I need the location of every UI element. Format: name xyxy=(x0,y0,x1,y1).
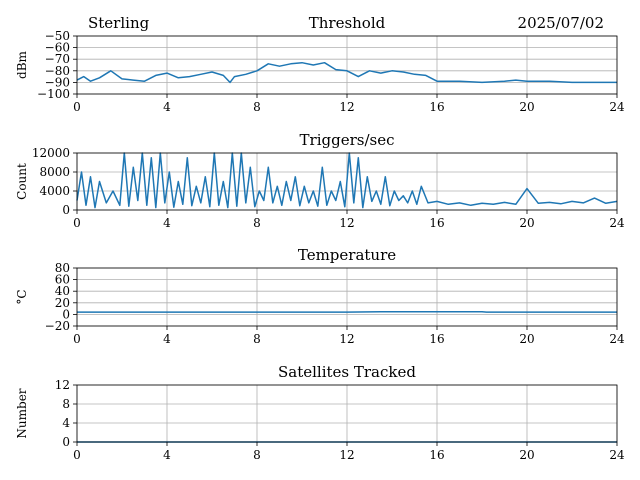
threshold-ylabel: dBm xyxy=(15,50,29,79)
triggers-xtick-label: 12 xyxy=(339,216,354,230)
triggers-ytick-label: 4000 xyxy=(39,184,70,198)
satellites-ytick-label: 0 xyxy=(62,435,70,449)
triggers-xtick-label: 16 xyxy=(429,216,444,230)
triggers-xtick-label: 0 xyxy=(73,216,81,230)
temperature-ytick-label: 40 xyxy=(55,284,70,298)
satellites-xtick-label: 4 xyxy=(163,448,171,462)
chart-panels: 0 4 8 12 16 20 24 −100−90−80−70−60−50 Threshold d… xyxy=(15,14,625,462)
triggers-xtick-label: 20 xyxy=(519,216,534,230)
temperature-xtick-label: 24 xyxy=(609,332,625,346)
temperature-xtick-label: 20 xyxy=(519,332,534,346)
threshold-series-line xyxy=(76,61,617,84)
threshold-panel: 0 4 8 12 16 20 24 −100−90−80−70−60−50 Threshold d… xyxy=(15,14,625,114)
triggers-xtick-label: 8 xyxy=(253,216,261,230)
triggers-ytick-label: 12000 xyxy=(32,146,70,160)
threshold-xtick-label: 0 xyxy=(73,100,81,114)
temperature-xtick-label: 8 xyxy=(253,332,261,346)
triggers-xtick-label: 4 xyxy=(163,216,171,230)
temperature-title: Temperature xyxy=(298,246,396,264)
satellites-xtick-label: 16 xyxy=(429,448,444,462)
temperature-ylabel: °C xyxy=(15,289,29,304)
threshold-xtick-label: 16 xyxy=(429,100,444,114)
satellites-xtick-label: 24 xyxy=(609,448,625,462)
satellites-xtick-label: 8 xyxy=(253,448,261,462)
satellites-title: Satellites Tracked xyxy=(278,363,416,381)
temperature-ytick-label: 20 xyxy=(55,296,70,310)
temperature-ytick-label: −20 xyxy=(45,319,70,333)
threshold-ytick-label: −90 xyxy=(45,75,70,89)
triggers-ylabel: Count xyxy=(15,163,29,200)
satellites-xtick-label: 20 xyxy=(519,448,534,462)
threshold-title: Threshold xyxy=(309,14,386,32)
threshold-xtick-label: 12 xyxy=(339,100,354,114)
triggers-panel: 0 4 8 12 16 20 24 0 4000 8000 12000 Triggers/sec Cou… xyxy=(15,131,625,230)
threshold-ytick-label: −50 xyxy=(45,29,70,43)
satellites-ytick-label: 4 xyxy=(62,416,70,430)
threshold-xtick-label: 24 xyxy=(609,100,625,114)
temperature-ytick-label: 60 xyxy=(55,273,70,287)
triggers-xtick-label: 24 xyxy=(609,216,625,230)
satellites-xtick-label: 0 xyxy=(73,448,81,462)
threshold-ytick-label: −70 xyxy=(45,52,70,66)
threshold-ytick-label: −80 xyxy=(45,64,70,78)
satellites-ytick-label: 12 xyxy=(55,378,70,392)
triggers-ytick-label: 8000 xyxy=(39,165,70,179)
temperature-xtick-label: 0 xyxy=(73,332,81,346)
threshold-ytick-label: −60 xyxy=(45,41,70,55)
triggers-series-line xyxy=(76,152,618,209)
temperature-ytick-label: 0 xyxy=(62,307,70,321)
satellites-panel: 0 4 8 12 16 20 24 0 4 8 12 Satellites Tracked Number xyxy=(15,363,625,462)
triggers-title: Triggers/sec xyxy=(300,131,395,149)
temperature-ytick-label: 80 xyxy=(55,261,70,275)
threshold-ytick-label: −100 xyxy=(37,87,70,101)
date-label: 2025/07/02 xyxy=(518,14,604,32)
satellites-ytick-label: 8 xyxy=(62,397,70,411)
temperature-xtick-label: 16 xyxy=(429,332,444,346)
threshold-xtick-label: 4 xyxy=(163,100,171,114)
temperature-xtick-label: 12 xyxy=(339,332,354,346)
threshold-xtick-label: 20 xyxy=(519,100,534,114)
satellites-ylabel: Number xyxy=(15,388,29,438)
temperature-xtick-label: 4 xyxy=(163,332,171,346)
triggers-ytick-label: 0 xyxy=(62,203,70,217)
threshold-xtick-label: 8 xyxy=(253,100,261,114)
station-label: Sterling xyxy=(88,14,150,32)
satellites-xtick-label: 12 xyxy=(339,448,354,462)
